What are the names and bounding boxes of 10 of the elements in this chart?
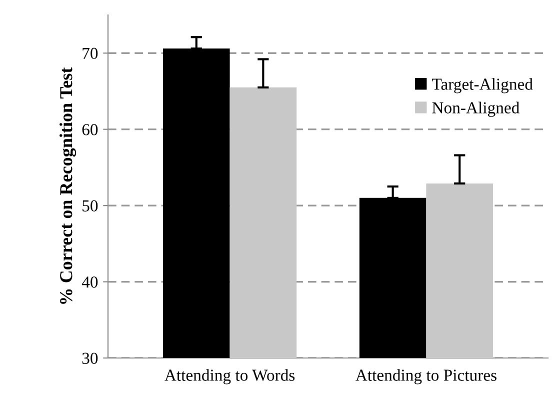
y-tick-label: 30 (82, 352, 98, 364)
y-tick-label: 70 (82, 48, 98, 60)
x-tick-label: Attending to Pictures (356, 369, 496, 384)
legend-label: Target-Aligned (432, 78, 533, 94)
x-tick-label: Attending to Words (164, 369, 295, 384)
y-tick-label: 40 (82, 276, 98, 288)
y-tick-label: 50 (82, 200, 98, 212)
legend-label: Non-Aligned (432, 102, 520, 117)
y-axis-title: % Correct on Recognition Test (60, 67, 76, 304)
y-tick-label: 60 (82, 124, 98, 136)
